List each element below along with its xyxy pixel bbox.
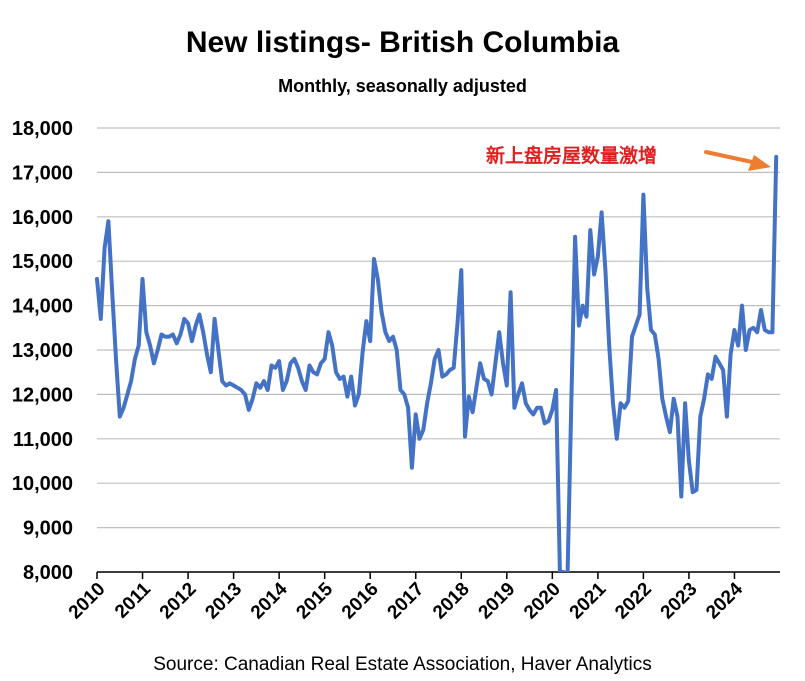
y-tick-label: 15,000	[12, 251, 73, 273]
x-tick-label: 2021	[566, 578, 611, 623]
y-tick-label: 11,000	[13, 429, 73, 451]
x-tick-label: 2022	[611, 579, 656, 624]
x-axis: 2010 2011 2012 2013 2014 2015 2016 2017 2018 2019…	[65, 571, 780, 624]
y-tick-label: 10,000	[12, 473, 73, 495]
x-tick-label: 2012	[156, 579, 201, 624]
chart-subtitle: Monthly, seasonally adjusted	[278, 76, 527, 96]
y-axis: 8,000 9,000 10,000 11,000 12,000 13,000 14,000…	[12, 118, 73, 584]
y-tick-label: 17,000	[12, 162, 73, 184]
annotation-text: 新上盘房屋数量激增	[486, 144, 657, 167]
series-line-0	[95, 154, 779, 572]
annotation-arrow-head	[748, 155, 771, 171]
x-tick-label: 2024	[702, 578, 747, 623]
x-tick-label: 2020	[520, 579, 565, 624]
y-tick-label: 12,000	[12, 384, 73, 406]
y-tick-label: 13,000	[12, 340, 73, 362]
y-tick-label: 9,000	[23, 518, 73, 540]
source-note: Source: Canadian Real Estate Association…	[153, 654, 652, 675]
chart-title: New listings- British Columbia	[185, 26, 620, 59]
x-tick-label: 2010	[65, 579, 110, 624]
annotation-group: 新上盘房屋数量激增	[486, 144, 771, 171]
x-tick-label: 2013	[201, 579, 246, 624]
y-tick-label: 14,000	[12, 296, 73, 318]
x-tick-label: 2016	[338, 579, 383, 624]
x-tick-label: 2018	[429, 579, 474, 624]
y-tick-label: 16,000	[12, 207, 73, 229]
y-tick-label: 8,000	[23, 562, 73, 584]
x-tick-label: 2015	[292, 578, 337, 623]
series-group	[95, 154, 779, 572]
x-tick-label: 2017	[384, 579, 429, 624]
x-tick-label: 2019	[475, 579, 520, 624]
x-tick-label: 2011	[111, 578, 155, 622]
x-tick-label: 2014	[247, 578, 292, 623]
x-tick-label: 2023	[657, 579, 702, 624]
annotation-arrow-line	[704, 150, 754, 164]
y-tick-label: 18,000	[12, 118, 73, 140]
